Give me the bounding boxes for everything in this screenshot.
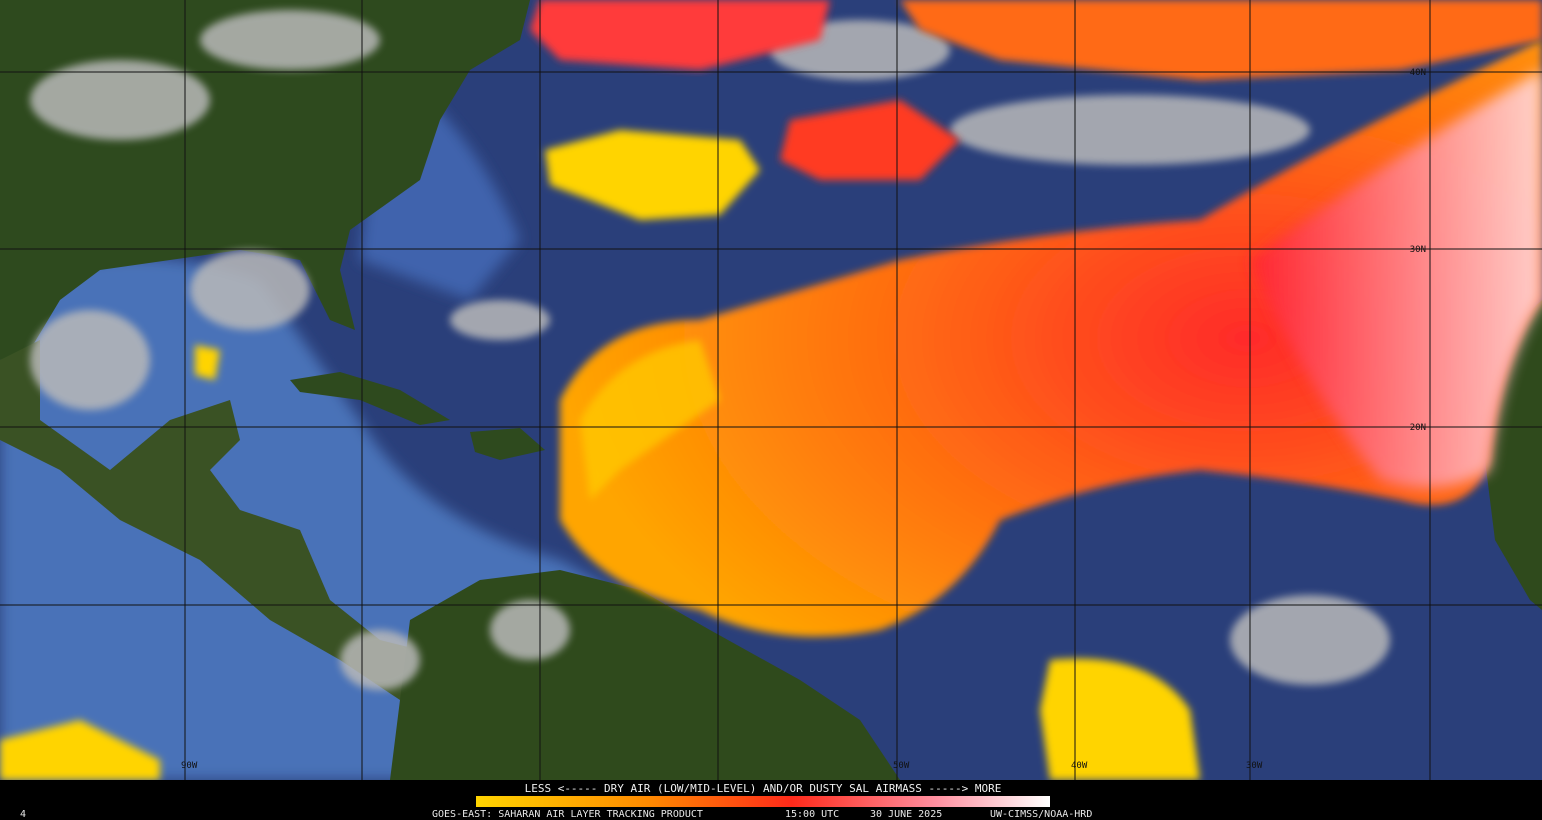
graticule — [0, 0, 1542, 780]
land — [290, 372, 450, 425]
lon-label: 30W — [1246, 761, 1263, 771]
clouds — [30, 10, 1390, 690]
legend-text: LESS <----- DRY AIR (LOW/MID-LEVEL) AND/… — [525, 782, 1002, 795]
lon-label: 90W — [181, 761, 198, 771]
product-time: 15:00 UTC — [785, 809, 839, 820]
lat-label: 40N — [1410, 68, 1426, 78]
lon-label: 40W — [1071, 761, 1088, 771]
lat-label: 30N — [1410, 245, 1426, 255]
dust-plume — [780, 100, 960, 180]
dust-plume — [900, 0, 1542, 80]
land — [1485, 300, 1542, 610]
product-name: GOES-EAST: SAHARAN AIR LAYER TRACKING PR… — [432, 809, 703, 820]
land — [0, 340, 420, 700]
saharan-air-layer — [560, 40, 1542, 637]
dry-air — [580, 340, 720, 500]
lat-label: 20N — [1410, 423, 1426, 433]
dust-plume — [530, 0, 830, 70]
product-date: 30 JUNE 2025 — [870, 809, 942, 820]
frame-number: 4 — [20, 809, 26, 820]
land — [470, 428, 545, 460]
lon-label: 50W — [893, 761, 910, 771]
legend-colorbar — [476, 796, 1050, 807]
saharan-air-layer-core — [1250, 70, 1542, 488]
map-area: 40N 30N 20N 90W 50W 40W 30W — [0, 0, 1542, 781]
dry-air — [0, 130, 1200, 780]
product-credit: UW-CIMSS/NOAA-HRD — [990, 809, 1092, 820]
